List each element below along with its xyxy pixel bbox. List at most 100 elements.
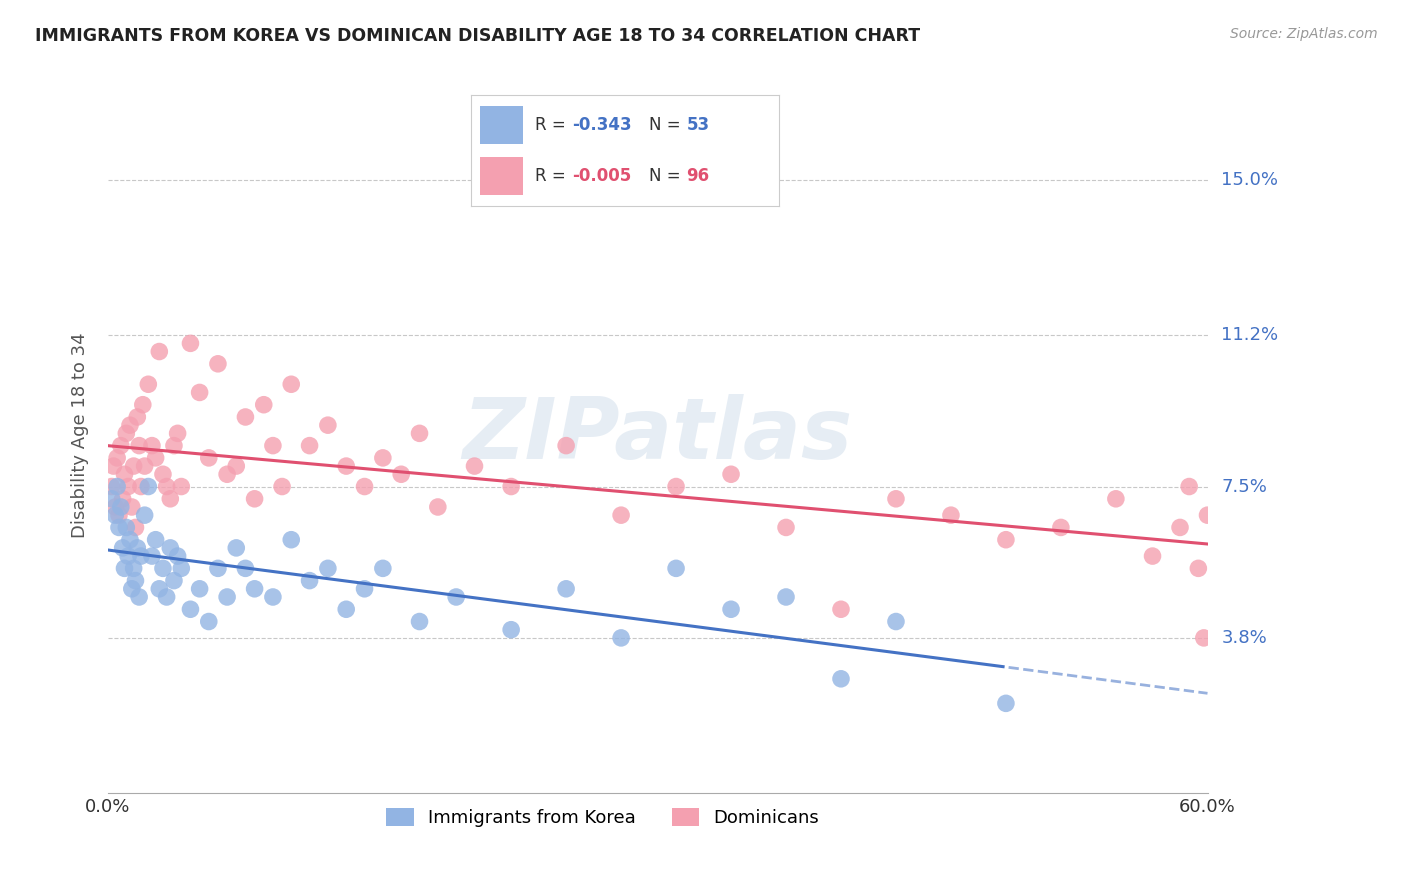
Point — [353, 479, 375, 493]
Point — [127, 541, 149, 555]
Point — [262, 439, 284, 453]
Point — [775, 520, 797, 534]
Point — [117, 549, 139, 563]
Point — [166, 549, 188, 563]
Legend: Immigrants from Korea, Dominicans: Immigrants from Korea, Dominicans — [380, 801, 827, 834]
Point — [994, 697, 1017, 711]
Point — [124, 574, 146, 588]
Point — [463, 459, 485, 474]
Point — [298, 439, 321, 453]
Point — [335, 459, 357, 474]
Point — [884, 615, 907, 629]
Point — [501, 479, 523, 493]
Point — [117, 479, 139, 493]
Point — [115, 426, 138, 441]
Point — [129, 549, 152, 563]
Point — [389, 467, 412, 482]
Point — [122, 561, 145, 575]
Text: 11.2%: 11.2% — [1222, 326, 1278, 344]
Point — [243, 491, 266, 506]
Text: 15.0%: 15.0% — [1222, 170, 1278, 189]
Point — [610, 631, 633, 645]
Point — [720, 602, 742, 616]
Point — [665, 479, 688, 493]
Point — [163, 574, 186, 588]
Point — [170, 479, 193, 493]
Y-axis label: Disability Age 18 to 34: Disability Age 18 to 34 — [72, 333, 89, 538]
Point — [129, 479, 152, 493]
Point — [207, 561, 229, 575]
Point — [108, 520, 131, 534]
Point — [298, 574, 321, 588]
Point — [1178, 479, 1201, 493]
Point — [124, 520, 146, 534]
Point — [235, 409, 257, 424]
Point — [1192, 631, 1215, 645]
Point — [121, 500, 143, 514]
Point — [235, 561, 257, 575]
Point — [775, 590, 797, 604]
Point — [104, 508, 127, 523]
Point — [207, 357, 229, 371]
Point — [720, 467, 742, 482]
Point — [111, 491, 134, 506]
Text: 7.5%: 7.5% — [1222, 477, 1267, 496]
Point — [127, 409, 149, 424]
Point — [501, 623, 523, 637]
Point — [156, 479, 179, 493]
Point — [665, 561, 688, 575]
Point — [114, 561, 136, 575]
Point — [262, 590, 284, 604]
Point — [1105, 491, 1128, 506]
Point — [408, 426, 430, 441]
Point — [152, 561, 174, 575]
Point — [136, 377, 159, 392]
Point — [197, 450, 219, 465]
Point — [145, 533, 167, 547]
Point — [136, 479, 159, 493]
Point — [280, 533, 302, 547]
Point — [179, 336, 201, 351]
Point — [253, 398, 276, 412]
Point — [1197, 508, 1219, 523]
Point — [444, 590, 467, 604]
Point — [122, 459, 145, 474]
Point — [141, 439, 163, 453]
Point — [148, 582, 170, 596]
Point — [128, 439, 150, 453]
Point — [179, 602, 201, 616]
Point — [188, 385, 211, 400]
Point — [103, 459, 125, 474]
Point — [110, 439, 132, 453]
Point — [1050, 520, 1073, 534]
Point — [225, 459, 247, 474]
Point — [118, 418, 141, 433]
Point — [105, 450, 128, 465]
Point — [225, 541, 247, 555]
Point — [994, 533, 1017, 547]
Point — [166, 426, 188, 441]
Point — [555, 439, 578, 453]
Point — [271, 479, 294, 493]
Point — [128, 590, 150, 604]
Point — [316, 418, 339, 433]
Text: IMMIGRANTS FROM KOREA VS DOMINICAN DISABILITY AGE 18 TO 34 CORRELATION CHART: IMMIGRANTS FROM KOREA VS DOMINICAN DISAB… — [35, 27, 921, 45]
Point — [108, 508, 131, 523]
Point — [148, 344, 170, 359]
Point — [159, 541, 181, 555]
Point — [121, 582, 143, 596]
Point — [159, 491, 181, 506]
Point — [145, 450, 167, 465]
Point — [830, 602, 852, 616]
Point — [118, 533, 141, 547]
Point — [188, 582, 211, 596]
Point — [280, 377, 302, 392]
Text: 3.8%: 3.8% — [1222, 629, 1267, 647]
Point — [408, 615, 430, 629]
Text: Source: ZipAtlas.com: Source: ZipAtlas.com — [1230, 27, 1378, 41]
Point — [243, 582, 266, 596]
Point — [1168, 520, 1191, 534]
Point — [353, 582, 375, 596]
Point — [100, 479, 122, 493]
Point — [884, 491, 907, 506]
